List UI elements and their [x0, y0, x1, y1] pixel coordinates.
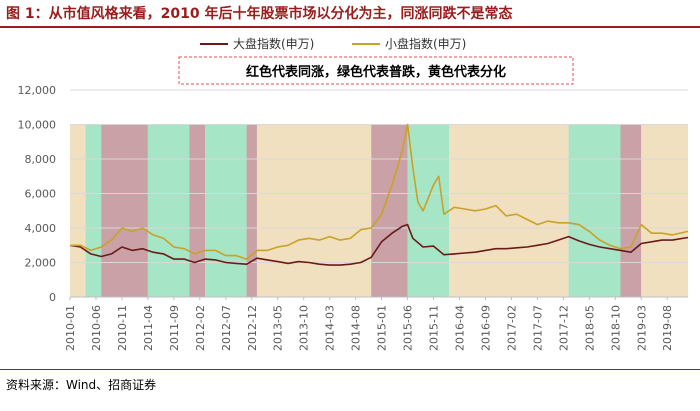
regime-band-fall: [85, 124, 102, 297]
regime-band-rise: [101, 124, 148, 297]
x-tick-label: 2011-04: [142, 305, 155, 351]
regime-band-diverge: [641, 124, 688, 297]
x-tick-label: 2016-04: [453, 305, 466, 351]
grid-lines: [70, 89, 688, 298]
regime-band-rise: [620, 124, 642, 297]
x-tick-label: 2012-02: [194, 305, 207, 351]
axes: 0 2,000 4,000 6,000 8,000 10,000 12,000 2010-01…: [18, 84, 688, 351]
regime-band-rise: [189, 124, 206, 297]
regime-band-fall: [407, 124, 450, 297]
y-tick-label: 2,000: [25, 257, 57, 270]
x-tick-label: 2015-11: [428, 305, 441, 351]
regime-band-fall: [147, 124, 190, 297]
x-tick-label: 2018-10: [609, 305, 622, 351]
regime-band-diverge: [256, 124, 372, 297]
x-tick-label: 2014-03: [324, 305, 337, 351]
figure-title: 图 1：从市值风格来看，2010 年后十年股票市场以分化为主，同涨同跌不是常态: [6, 6, 513, 22]
regime-band-diverge: [70, 124, 86, 297]
small-cap-index-line: [70, 123, 689, 260]
x-tick-label: 2013-10: [298, 305, 311, 351]
legend: 大盘指数(申万) 小盘指数(申万): [200, 36, 466, 51]
source-note: 资料来源：Wind、招商证券: [6, 378, 157, 392]
x-tick-label: 2010-01: [64, 305, 77, 351]
regime-band-diverge: [449, 124, 569, 297]
footer-divider: [0, 369, 700, 370]
regime-bands: [70, 124, 688, 297]
y-tick-label: 12,000: [18, 84, 57, 97]
x-tick-label: 2012-12: [246, 305, 259, 351]
y-tick-label: 6,000: [25, 188, 57, 201]
regime-band-fall: [568, 124, 621, 297]
line-chart: 0 2,000 4,000 6,000 8,000 10,000 12,000 2010-01…: [18, 36, 689, 351]
series-lines: [69, 123, 689, 266]
legend-label-large-cap: 大盘指数(申万): [233, 36, 314, 51]
legend-label-small-cap: 小盘指数(申万): [385, 36, 466, 51]
x-tick-label: 2017-07: [531, 305, 544, 351]
y-tick-label: 10,000: [18, 119, 57, 132]
annotation-text: 红色代表同涨，绿色代表普跌，黄色代表分化: [246, 64, 506, 80]
x-tick-label: 2014-08: [350, 305, 363, 351]
x-tick-label: 2010-11: [116, 305, 129, 351]
x-tick-label: 2017-12: [557, 305, 570, 351]
x-tick-label: 2018-05: [583, 305, 596, 351]
x-tick-label: 2019-03: [635, 305, 648, 351]
x-tick-label: 2010-06: [90, 305, 103, 351]
title-divider: [0, 26, 700, 28]
annotation-frame: [178, 56, 574, 85]
x-tick-label: 2011-09: [168, 305, 181, 351]
regime-band-fall: [205, 124, 247, 297]
y-tick-label: 8,000: [25, 153, 57, 166]
large-cap-index-line: [69, 223, 689, 266]
x-tick-label: 2019-08: [661, 305, 674, 351]
x-tick-label: 2017-02: [505, 305, 518, 351]
x-tick-label: 2015-06: [402, 305, 415, 351]
x-tick-label: 2015-01: [376, 305, 389, 351]
regime-band-rise: [246, 124, 257, 297]
y-tick-label: 0: [49, 291, 56, 304]
x-tick-label: 2013-05: [272, 305, 285, 351]
x-tick-label: 2016-09: [479, 305, 492, 351]
y-tick-label: 4,000: [25, 222, 57, 235]
x-tick-label: 2012-07: [220, 305, 233, 351]
annotation-box: 红色代表同涨，绿色代表普跌，黄色代表分化: [178, 56, 574, 85]
